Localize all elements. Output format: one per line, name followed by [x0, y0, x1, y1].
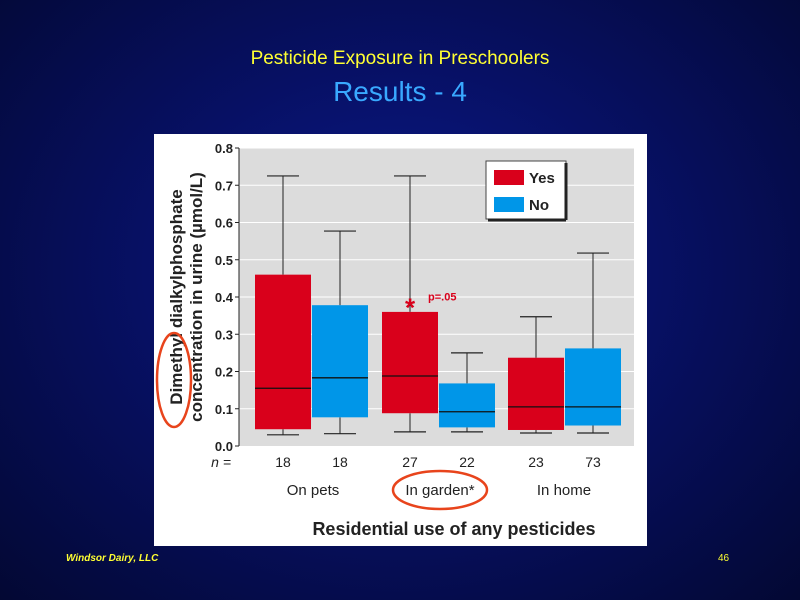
box-no — [439, 383, 495, 428]
group-label: In garden* — [405, 482, 474, 499]
dimethyl-highlight-ellipse — [155, 331, 193, 429]
y-tick-label: 0.0 — [215, 439, 233, 454]
y-tick-label: 0.6 — [215, 216, 233, 231]
legend-swatch-yes — [494, 170, 524, 185]
y-tick-label: 0.2 — [215, 365, 233, 380]
x-axis-label: Residential use of any pesticides — [312, 519, 595, 539]
legend: Yes No — [485, 160, 568, 222]
box-yes — [508, 357, 564, 430]
y-tick-label: 0.5 — [215, 253, 233, 268]
y-tick-label: 0.3 — [215, 327, 233, 342]
legend-label-no: No — [529, 197, 549, 214]
legend-swatch-no — [494, 197, 524, 212]
n-count-label: 22 — [459, 454, 475, 470]
box-yes — [382, 311, 438, 414]
n-count-label: 73 — [585, 454, 601, 470]
significance-star: * — [405, 293, 416, 323]
group-label: In home — [537, 482, 591, 499]
chart-panel: 0.0 0.1 0.2 0.3 0.4 0.5 0.6 0.7 0.8 Dimethyl dial… — [154, 134, 647, 546]
y-tick-label: 0.7 — [215, 178, 233, 193]
box-plot-chart: 0.0 0.1 0.2 0.3 0.4 0.5 0.6 0.7 0.8 Dimethyl dial… — [155, 141, 634, 539]
y-tick-label: 0.4 — [215, 290, 234, 305]
n-prefix-label: n = — [211, 454, 231, 470]
slide-title: Pesticide Exposure in Preschoolers — [250, 48, 550, 69]
p-value-annotation: p=.05 — [428, 292, 456, 304]
garden-highlight-ellipse — [391, 469, 489, 511]
n-count-label: 23 — [528, 454, 544, 470]
n-count-label: 27 — [402, 454, 418, 470]
box-no — [565, 348, 621, 426]
y-axis-label-line1: Dimethyl dialkylphosphate — [167, 189, 186, 404]
box-no — [312, 305, 368, 418]
n-count-label: 18 — [275, 454, 291, 470]
page-number: 46 — [718, 553, 730, 564]
slide-subtitle: Results - 4 — [333, 76, 467, 107]
y-axis-label-line2: concentration in urine (µmol/L) — [187, 172, 206, 422]
legend-label-yes: Yes — [529, 170, 555, 187]
y-tick-label: 0.8 — [215, 141, 233, 156]
box-yes — [255, 274, 311, 430]
group-label: On pets — [287, 482, 340, 499]
n-count-label: 18 — [332, 454, 348, 470]
footer-company: Windsor Dairy, LLC — [66, 553, 159, 564]
y-tick-label: 0.1 — [215, 402, 233, 417]
